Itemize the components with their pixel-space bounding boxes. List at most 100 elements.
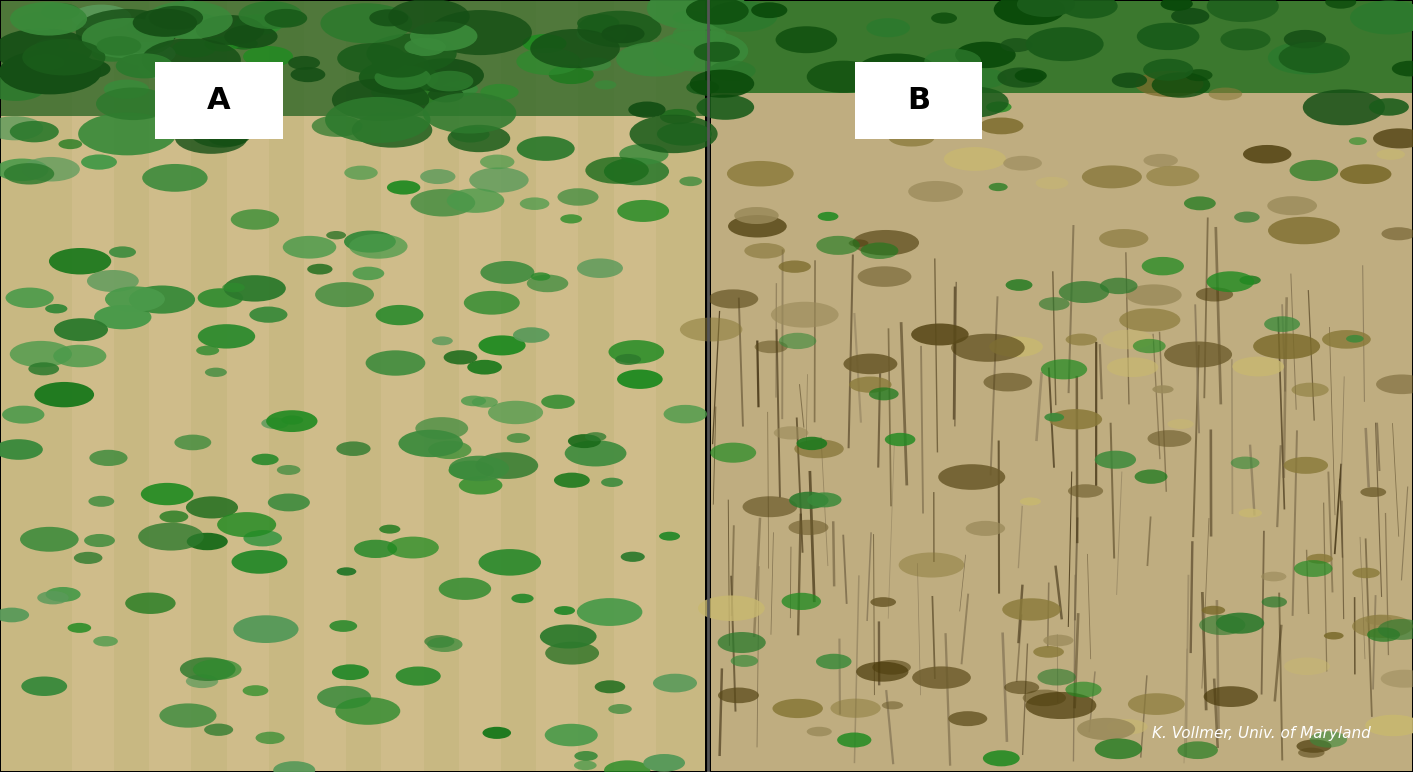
Ellipse shape [653,30,749,72]
Text: A: A [208,86,230,115]
Ellipse shape [517,137,575,161]
Ellipse shape [68,623,92,633]
Ellipse shape [10,121,59,142]
Ellipse shape [27,54,65,70]
Ellipse shape [578,57,612,71]
Ellipse shape [1352,567,1381,578]
Ellipse shape [233,15,283,35]
Ellipse shape [0,116,44,141]
Ellipse shape [256,732,284,744]
Ellipse shape [264,9,307,28]
Ellipse shape [480,261,534,284]
Ellipse shape [174,435,212,450]
Ellipse shape [291,67,325,82]
Ellipse shape [191,121,252,147]
Ellipse shape [657,122,712,146]
Ellipse shape [955,42,1016,68]
Ellipse shape [1290,160,1338,181]
Ellipse shape [1002,598,1061,621]
Ellipse shape [447,188,504,213]
Ellipse shape [1347,335,1364,343]
Ellipse shape [23,157,81,181]
Ellipse shape [196,346,219,355]
Ellipse shape [685,0,749,25]
Ellipse shape [432,337,452,345]
Ellipse shape [577,23,627,45]
Ellipse shape [909,181,964,202]
Ellipse shape [1095,739,1142,759]
Ellipse shape [205,367,227,377]
Ellipse shape [1106,357,1159,377]
Ellipse shape [422,93,516,134]
Ellipse shape [690,69,755,98]
Ellipse shape [1297,740,1331,753]
Ellipse shape [1352,615,1413,638]
Bar [304,1,346,771]
Ellipse shape [601,478,623,487]
Ellipse shape [983,750,1020,767]
Ellipse shape [1106,719,1147,735]
Ellipse shape [886,73,935,94]
Ellipse shape [379,80,441,107]
Ellipse shape [998,67,1044,88]
Ellipse shape [1048,409,1102,429]
Ellipse shape [196,15,264,45]
FancyBboxPatch shape [855,62,982,139]
Ellipse shape [1267,42,1344,75]
Bar [711,1,1412,93]
Ellipse shape [711,442,756,462]
Ellipse shape [807,493,842,507]
Ellipse shape [45,304,68,313]
Ellipse shape [23,39,106,76]
Ellipse shape [18,12,61,31]
Ellipse shape [664,405,706,423]
Ellipse shape [658,532,680,540]
Ellipse shape [615,354,642,365]
Ellipse shape [76,9,178,54]
Ellipse shape [818,212,838,221]
Ellipse shape [427,637,462,652]
Ellipse shape [585,157,649,184]
Ellipse shape [1044,413,1064,422]
Ellipse shape [660,109,697,124]
Ellipse shape [273,761,315,772]
Ellipse shape [779,260,811,273]
Ellipse shape [10,2,88,36]
Ellipse shape [807,61,880,93]
Ellipse shape [781,593,821,610]
Ellipse shape [897,111,920,119]
Ellipse shape [410,22,478,51]
Ellipse shape [1126,284,1181,306]
Ellipse shape [1310,731,1347,747]
Ellipse shape [745,243,786,259]
Ellipse shape [1267,217,1340,244]
Ellipse shape [93,636,117,646]
Ellipse shape [989,337,1043,357]
Ellipse shape [856,53,938,90]
Ellipse shape [1323,330,1371,349]
Ellipse shape [172,39,216,58]
Ellipse shape [948,711,988,726]
Ellipse shape [146,1,233,39]
Ellipse shape [92,44,133,62]
Ellipse shape [1294,560,1332,577]
Ellipse shape [620,552,644,562]
Ellipse shape [849,377,892,393]
Ellipse shape [1373,128,1413,148]
Ellipse shape [595,80,616,90]
Ellipse shape [1143,59,1193,80]
Bar [536,1,578,771]
Ellipse shape [1284,658,1330,675]
Ellipse shape [568,434,601,448]
Ellipse shape [1186,69,1212,81]
Ellipse shape [54,318,107,341]
Ellipse shape [243,46,292,67]
Ellipse shape [944,147,1006,171]
Ellipse shape [487,401,543,424]
Ellipse shape [718,688,759,703]
Bar [1,1,705,117]
Ellipse shape [647,0,747,30]
Ellipse shape [774,426,808,439]
Ellipse shape [225,25,277,48]
Ellipse shape [937,86,1009,117]
